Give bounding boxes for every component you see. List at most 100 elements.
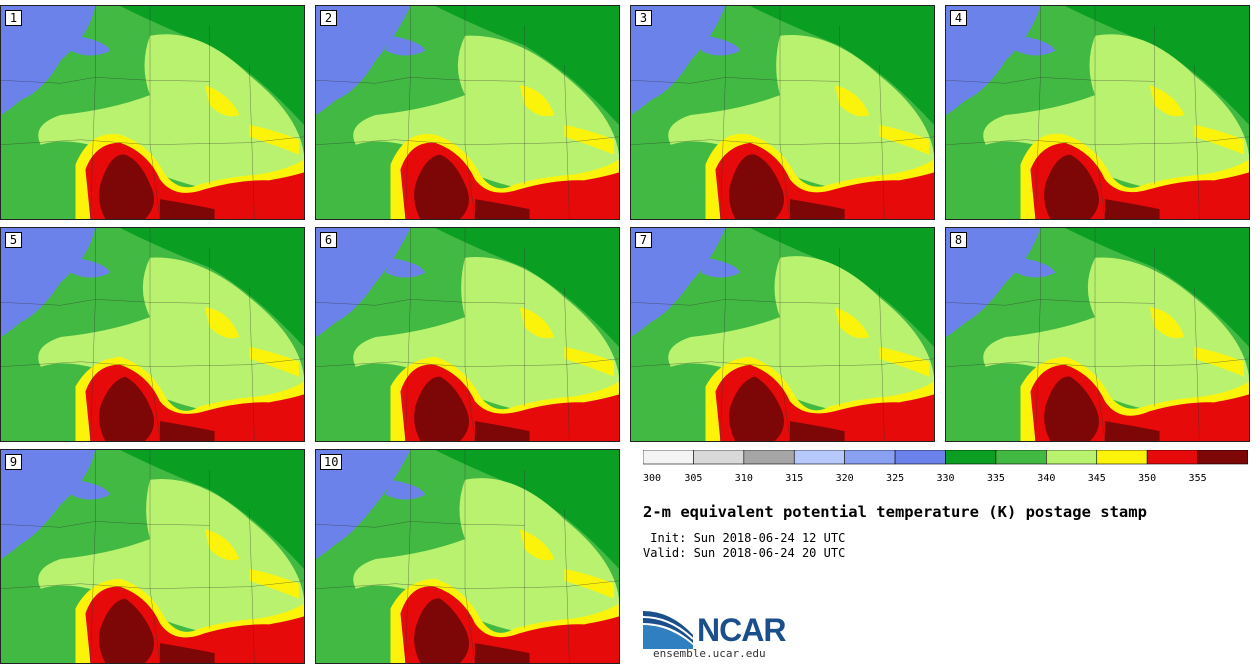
- field-325: [385, 257, 426, 278]
- colorbar-tick-label: 335: [987, 473, 1005, 484]
- field-330: [199, 450, 250, 480]
- field-340: [38, 479, 304, 634]
- member-panel: 3: [630, 5, 935, 220]
- colorbar-bin: [844, 450, 896, 465]
- field-345: [834, 307, 870, 339]
- field-325: [1015, 257, 1056, 278]
- field-330: [120, 228, 304, 347]
- init-time: Init: Sun 2018-06-24 12 UTC: [643, 531, 846, 545]
- state-border: [779, 6, 791, 219]
- field-340: [353, 35, 619, 190]
- state-border: [1094, 6, 1106, 219]
- field-345: [564, 568, 615, 599]
- field-325: [946, 228, 1041, 337]
- colorbar-bin: [995, 450, 1047, 465]
- member-panel: 2: [315, 5, 620, 220]
- field-355: [789, 199, 845, 219]
- field-355: [99, 376, 154, 441]
- member-panel: 4: [945, 5, 1250, 220]
- field-340: [983, 257, 1249, 412]
- field-355: [789, 421, 845, 441]
- field-330: [120, 6, 304, 125]
- state-border: [464, 450, 476, 663]
- state-border: [1035, 228, 1041, 441]
- state-border: [149, 6, 161, 219]
- colorbar-tick-label: 350: [1138, 473, 1156, 484]
- field-330: [120, 450, 304, 569]
- state-border: [149, 450, 161, 663]
- field-325: [1, 228, 96, 337]
- state-border: [405, 6, 411, 219]
- field-325: [946, 6, 1041, 115]
- colorbar-tick-label: 330: [936, 473, 954, 484]
- field-330: [829, 228, 880, 258]
- field-345: [519, 85, 555, 117]
- field-340: [668, 256, 934, 412]
- field-340: [38, 257, 304, 412]
- colorbar-bin: [743, 450, 795, 465]
- field-345: [204, 85, 240, 117]
- colorbar-bin: [1146, 450, 1198, 465]
- field-325: [1, 6, 96, 115]
- field-325: [70, 35, 111, 56]
- member-label: 2: [320, 10, 337, 26]
- field-330: [199, 6, 250, 36]
- state-border: [90, 450, 96, 663]
- ncar-logo-icon: [643, 611, 694, 649]
- field-355: [1104, 421, 1160, 441]
- member-label: 9: [5, 454, 22, 470]
- state-border: [779, 228, 791, 441]
- field-345: [519, 307, 555, 339]
- field-325: [385, 35, 426, 56]
- colorbar-bin: [643, 450, 694, 465]
- colorbar-bin: [945, 450, 997, 465]
- field-345: [564, 346, 615, 377]
- state-border: [90, 228, 96, 441]
- colorbar-tick-label: 355: [1189, 473, 1207, 484]
- colorbar-tick-label: 300: [643, 473, 661, 484]
- field-355: [729, 376, 784, 441]
- field-325: [316, 6, 411, 115]
- colorbar-bin: [1096, 450, 1148, 465]
- field-340: [983, 34, 1249, 190]
- member-panel: 5: [0, 227, 305, 442]
- field-330: [1065, 228, 1249, 347]
- field-330: [750, 6, 934, 125]
- field-345: [564, 124, 615, 155]
- member-panel: 9: [0, 449, 305, 664]
- field-355: [1044, 376, 1099, 441]
- colorbar-tick-label: 320: [836, 473, 854, 484]
- field-330: [514, 450, 565, 480]
- member-label: 6: [320, 232, 337, 248]
- field-330: [1144, 228, 1195, 258]
- colorbar-bin: [1197, 450, 1248, 465]
- field-345: [1194, 124, 1245, 155]
- state-border: [1035, 6, 1041, 219]
- state-border: [90, 6, 96, 219]
- field-345: [204, 529, 240, 561]
- member-label: 5: [5, 232, 22, 248]
- field-345: [834, 85, 870, 117]
- field-325: [70, 479, 111, 500]
- logo-name: NCAR: [697, 612, 786, 648]
- state-border: [1194, 287, 1200, 441]
- state-border: [405, 450, 411, 663]
- logo-url: ensemble.ucar.edu: [653, 647, 766, 660]
- field-345: [879, 124, 930, 155]
- field-340: [353, 256, 619, 412]
- field-340: [38, 34, 304, 190]
- colorbar-bin: [1046, 450, 1098, 465]
- field-330: [1065, 6, 1249, 125]
- field-355: [414, 154, 469, 219]
- field-325: [316, 228, 411, 337]
- member-panel: 10: [315, 449, 620, 664]
- state-border: [720, 228, 726, 441]
- field-325: [700, 35, 741, 56]
- field-330: [435, 228, 619, 347]
- field-345: [204, 307, 240, 339]
- field-355: [474, 421, 530, 441]
- field-340: [668, 35, 934, 190]
- member-panel: 1: [0, 5, 305, 220]
- field-355: [414, 598, 469, 663]
- state-border: [879, 287, 885, 441]
